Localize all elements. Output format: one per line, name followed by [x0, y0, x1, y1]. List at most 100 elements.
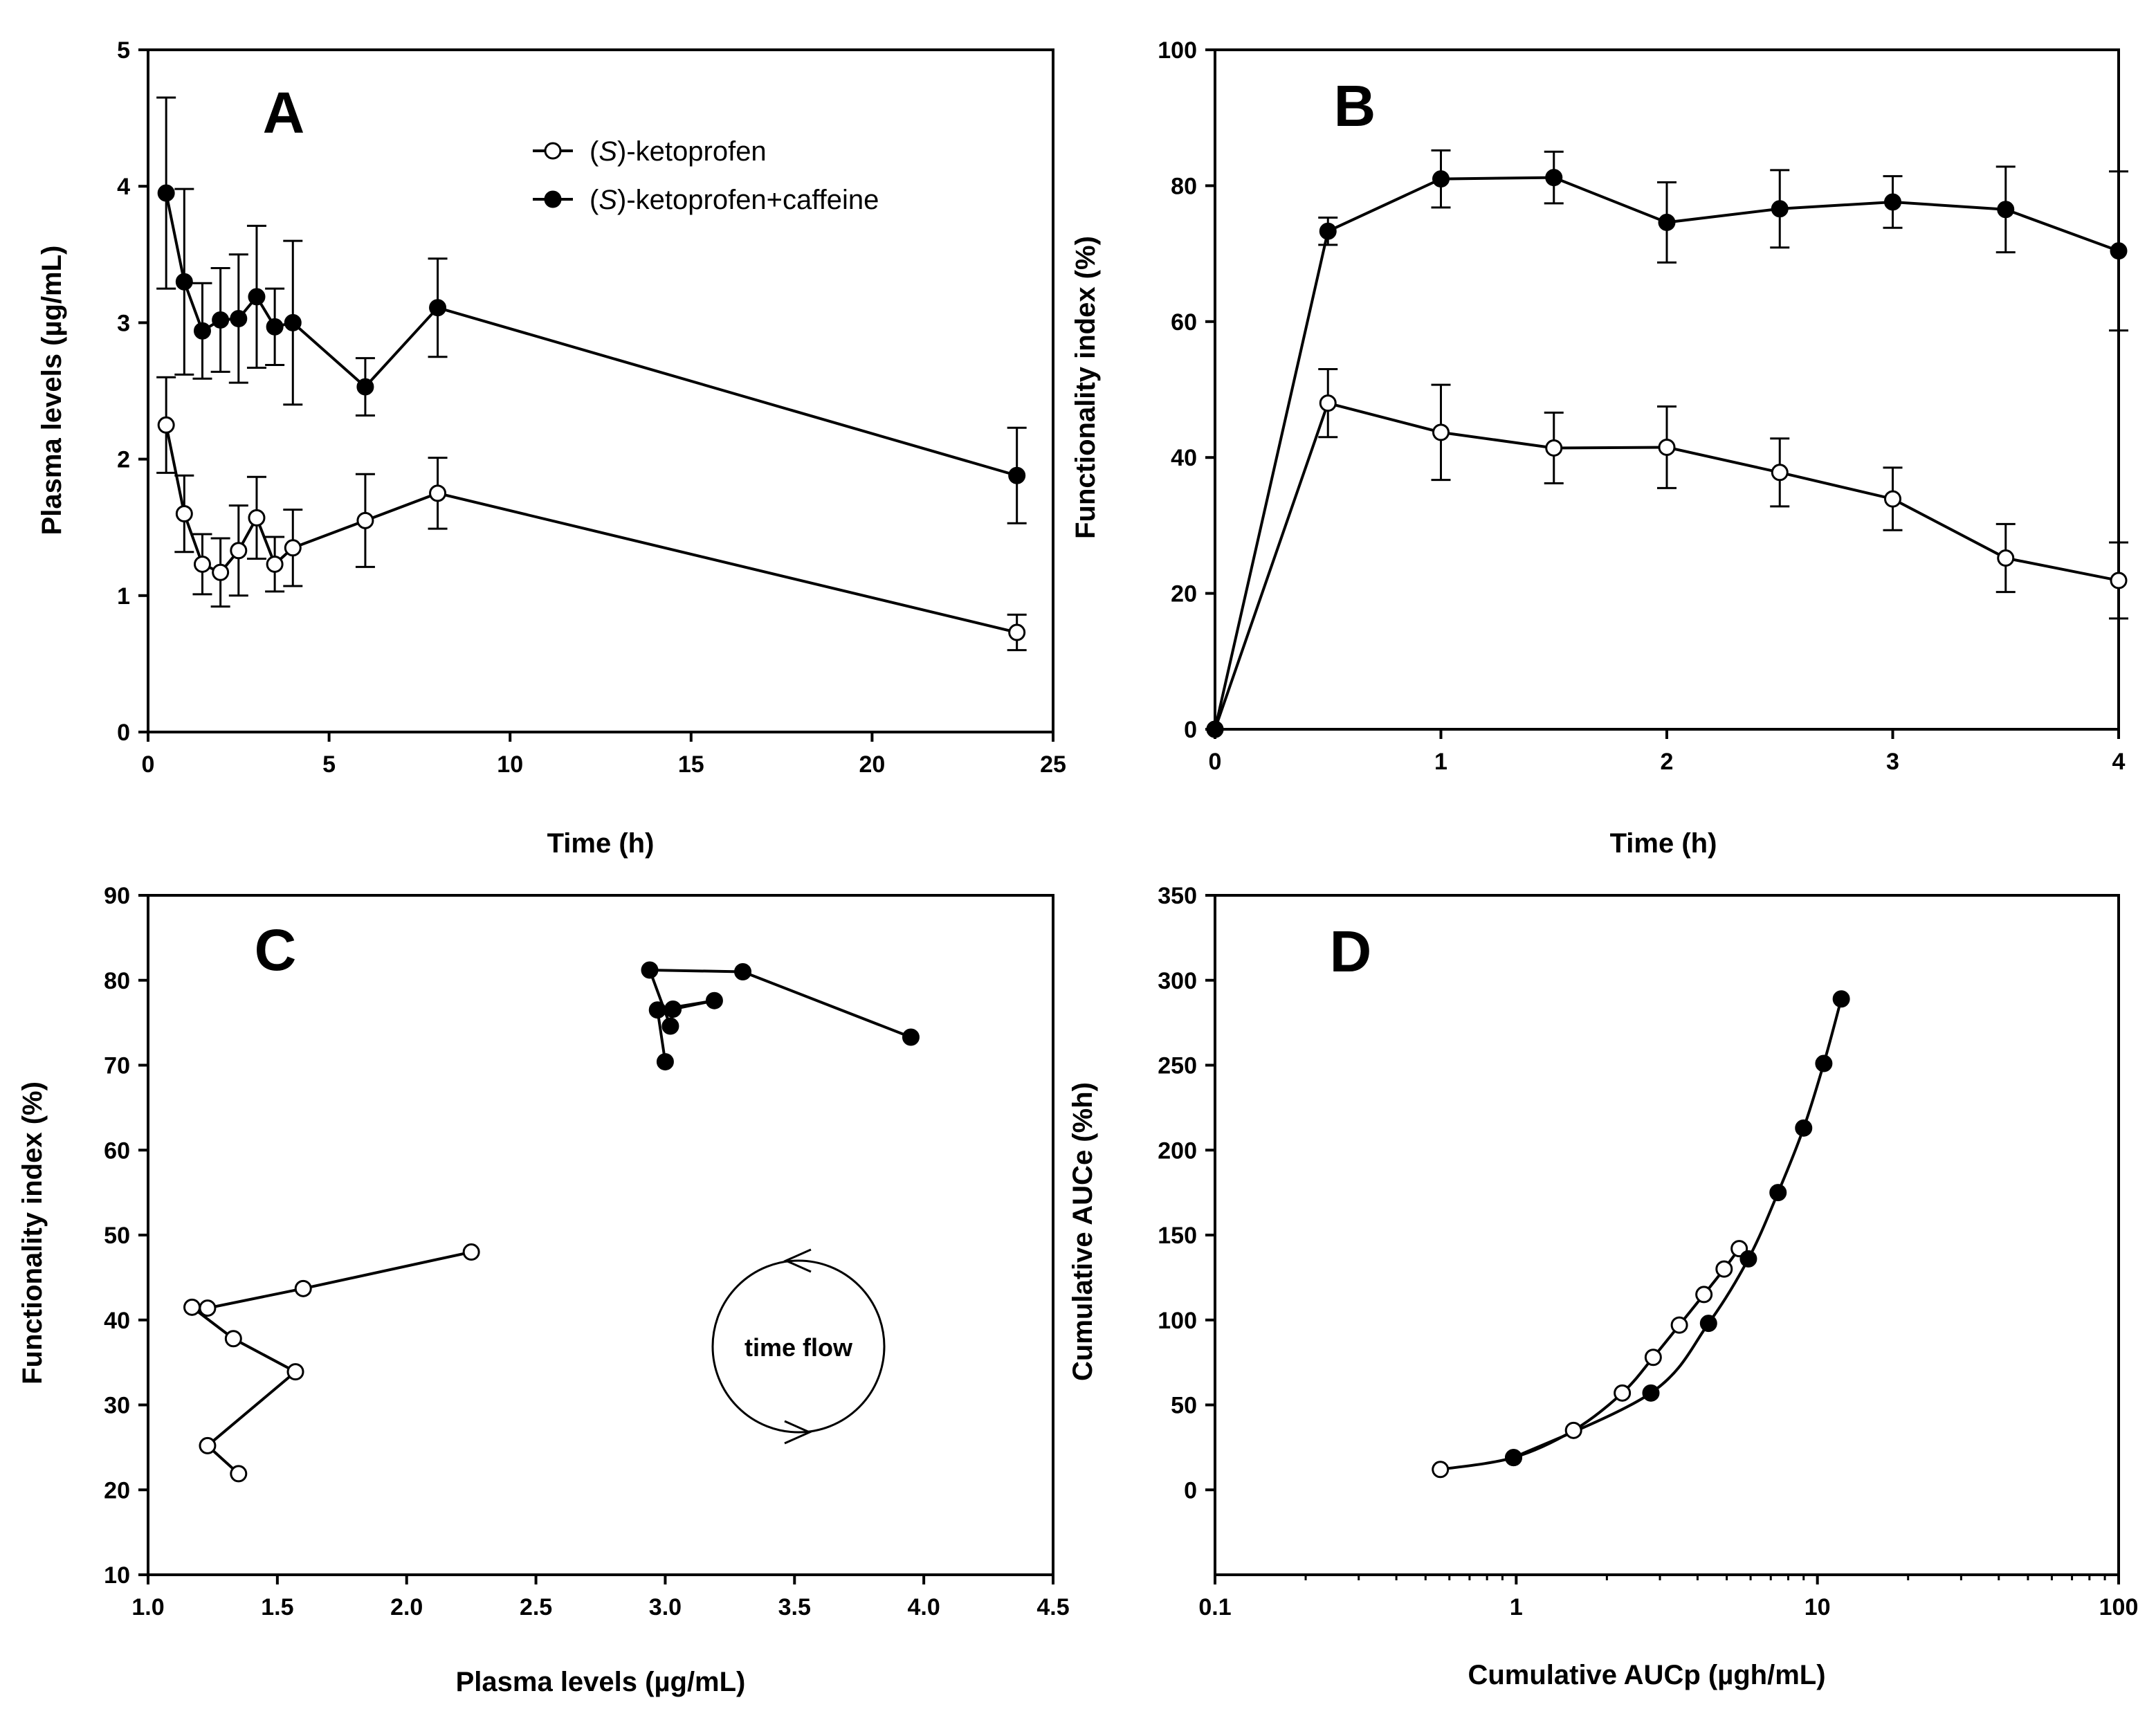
panel-c-ytick-label: 80: [104, 968, 130, 994]
panel-d-ytick-label: 0: [1184, 1477, 1197, 1504]
panel-a-point-ketoprofen-caffeine: [212, 311, 230, 329]
panel-a-xlabel: Time (h): [547, 828, 655, 859]
panel-c: 1.0 1.5 2.0 2.5 3.0 3.5 4.0 4.5 10 20 30 40 50 60 70 80…: [17, 883, 1070, 1697]
panel-b-ytick-label: 60: [1171, 309, 1197, 336]
time-flow-annotation: time flow: [711, 1248, 886, 1445]
panel-d-xtick-label: 100: [2099, 1594, 2139, 1620]
panel-b-point-ketoprofen-caffeine: [1884, 193, 1901, 211]
legend-open-marker: [544, 142, 562, 160]
panel-b-point-ketoprofen-caffeine: [1658, 213, 1676, 231]
panel-a-point-ketoprofen-caffeine: [175, 273, 193, 291]
panel-c-xlabel: Plasma levels (µg/mL): [456, 1667, 746, 1697]
panel-d-point-ketoprofen: [1670, 1316, 1688, 1334]
panel-c-point-ketoprofen-caffeine: [656, 1053, 674, 1071]
panel-d-point-ketoprofen-caffeine: [1739, 1250, 1757, 1268]
panel-b-point-ketoprofen-caffeine: [1319, 222, 1337, 240]
panel-a-point-ketoprofen-caffeine: [356, 378, 374, 396]
panel-a-letter: A: [263, 80, 305, 145]
panel-c-xtick-label: 2.0: [390, 1594, 423, 1620]
panel-a-point-ketoprofen-caffeine: [157, 184, 175, 202]
panel-d-point-ketoprofen: [1695, 1286, 1713, 1304]
panel-a-ytick-label: 2: [117, 447, 130, 473]
legend-filled-label: (S)-ketoprofen+caffeine: [590, 185, 879, 215]
panel-a-point-ketoprofen: [248, 509, 266, 527]
panel-b-xlabel: Time (h): [1610, 828, 1717, 859]
panel-b-point-ketoprofen: [1658, 438, 1676, 456]
legend-open-suffix: )-ketoprofen: [617, 136, 767, 167]
panel-d-letter: D: [1330, 919, 1372, 984]
legend-filled-prefix: (: [590, 185, 599, 215]
panel-c-point-ketoprofen: [199, 1299, 217, 1317]
panel-d-plot: 0.1 1 10 100 0 50 100 150 200 250 300 350: [1158, 883, 2138, 1620]
panel-a-point-ketoprofen: [429, 484, 447, 502]
panel-c-point-ketoprofen-caffeine: [902, 1028, 920, 1046]
panel-c-point-ketoprofen: [286, 1363, 304, 1381]
panel-c-ytick-label: 60: [104, 1137, 130, 1164]
panel-d-point-ketoprofen-caffeine: [1642, 1384, 1660, 1402]
panel-d-xtick-label: 0.1: [1198, 1594, 1231, 1620]
panel-b-ytick-label: 100: [1158, 37, 1197, 64]
panel-c-ylabel: Functionality index (%): [17, 1081, 48, 1385]
panel-a-ytick-label: 0: [117, 720, 130, 746]
panel-a-xtick-label: 15: [678, 751, 704, 778]
panel-c-ytick-label: 90: [104, 883, 130, 909]
panel-c-xtick-label: 4.0: [908, 1594, 940, 1620]
panel-a-point-ketoprofen-caffeine: [284, 313, 302, 331]
panel-d-ytick-label: 200: [1158, 1137, 1197, 1164]
panel-b-ytick-label: 20: [1171, 581, 1197, 607]
panel-b-point-ketoprofen-caffeine: [1997, 201, 2015, 219]
panel-a-xtick-label: 10: [497, 751, 523, 778]
panel-d: 0.1 1 10 100 0 50 100 150 200 250 300 350 D Cumulat…: [1068, 883, 2138, 1690]
panel-b-letter: B: [1334, 73, 1376, 138]
panel-b-ytick-label: 0: [1184, 717, 1197, 743]
panel-b-point-ketoprofen-caffeine: [1771, 200, 1789, 218]
panel-b-xtick-label: 1: [1434, 749, 1447, 775]
panel-a-ytick-label: 3: [117, 310, 130, 336]
panel-c-plot: 1.0 1.5 2.0 2.5 3.0 3.5 4.0 4.5 10 20 30 40 50 60 70 80…: [104, 883, 1069, 1620]
panel-c-point-ketoprofen-caffeine: [648, 1001, 666, 1019]
panel-b-point-ketoprofen: [1884, 490, 1901, 508]
panel-a: 0 5 10 15 20 25 0 1 2 3 4 5 A Time (h) Plasma level…: [37, 37, 1066, 859]
panel-d-point-ketoprofen-caffeine: [1795, 1119, 1813, 1137]
panel-d-point-ketoprofen-caffeine: [1832, 990, 1850, 1008]
legend-filled-suffix: )-ketoprofen+caffeine: [617, 185, 879, 215]
time-flow-label: time flow: [744, 1333, 853, 1362]
panel-d-ylabel: Cumulative AUCe (%h): [1068, 1082, 1098, 1381]
panel-c-ytick-label: 30: [104, 1393, 130, 1419]
panel-d-ytick-label: 50: [1171, 1393, 1197, 1419]
panel-c-xtick-label: 1.5: [261, 1594, 293, 1620]
panel-a-point-ketoprofen-caffeine: [193, 322, 211, 340]
panel-c-ytick-label: 20: [104, 1477, 130, 1504]
panel-b-point-ketoprofen: [1771, 464, 1789, 482]
panel-a-point-ketoprofen-caffeine: [429, 299, 447, 317]
panel-b-point-ketoprofen-caffeine: [1206, 720, 1224, 738]
panel-c-point-ketoprofen: [183, 1298, 201, 1316]
panel-d-point-ketoprofen-caffeine: [1815, 1054, 1833, 1072]
panel-c-letter: C: [255, 917, 297, 983]
panel-a-xtick-label: 20: [859, 751, 885, 778]
panel-d-point-ketoprofen-caffeine: [1699, 1315, 1717, 1333]
panel-b-point-ketoprofen: [1997, 549, 2015, 567]
panel-b-point-ketoprofen-caffeine: [1432, 170, 1450, 188]
panel-c-ytick-label: 40: [104, 1308, 130, 1334]
time-flow-circle: [711, 1259, 886, 1434]
panel-c-xtick-label: 2.5: [520, 1594, 552, 1620]
panel-b-xtick-label: 4: [2112, 749, 2126, 775]
panel-a-xtick-label: 25: [1040, 751, 1066, 778]
panel-c-xtick-label: 3.5: [778, 1594, 811, 1620]
legend-open-prefix: (: [590, 136, 599, 167]
panel-a-point-ketoprofen-caffeine: [248, 288, 266, 306]
panel-d-xtick-label: 1: [1510, 1594, 1523, 1620]
panel-a-point-ketoprofen: [212, 563, 230, 581]
panel-a-point-ketoprofen: [157, 416, 175, 434]
panel-d-ytick-label: 250: [1158, 1053, 1197, 1079]
panel-a-ytick-label: 5: [117, 37, 130, 64]
panel-d-point-ketoprofen-caffeine: [1769, 1184, 1787, 1202]
legend-filled-marker: [544, 190, 562, 208]
panel-c-point-ketoprofen: [199, 1436, 217, 1454]
panel-c-xtick-label: 4.5: [1036, 1594, 1069, 1620]
panel-d-point-ketoprofen: [1614, 1384, 1632, 1402]
legend-open-italic: S: [599, 136, 617, 167]
